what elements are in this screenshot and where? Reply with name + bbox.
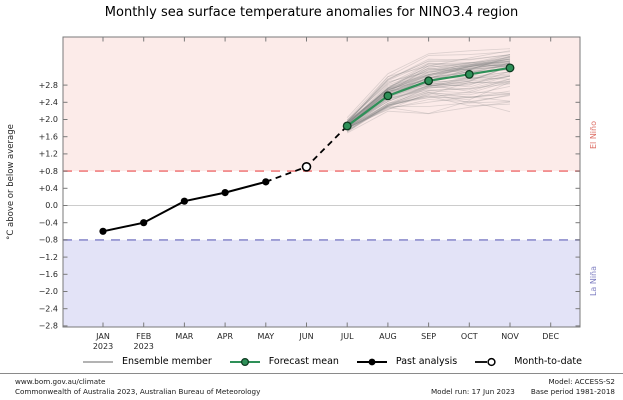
legend-item-ensemble: Ensemble member [82, 356, 212, 368]
past-legend-swatch [356, 358, 387, 365]
footer: www.bom.gov.au/climate Commonwealth of A… [0, 373, 623, 400]
legend-item-past: Past analysis [356, 356, 457, 368]
svg-text:APR: APR [217, 332, 233, 341]
el-nino-zone-label: El Niño [589, 121, 598, 149]
footer-model-run: Model run: 17 Jun 2023 [430, 387, 515, 397]
svg-text:2023: 2023 [93, 342, 113, 351]
ensemble-legend-swatch [83, 360, 113, 363]
chart-title: Monthly sea surface temperature anomalie… [104, 5, 519, 20]
footer-copyright: Commonwealth of Australia 2023, Australi… [15, 387, 261, 397]
la-nina-zone-label: La Niña [589, 266, 598, 296]
svg-text:+2.8: +2.8 [39, 81, 58, 90]
svg-text:MAR: MAR [175, 332, 193, 341]
svg-text:−2.4: −2.4 [39, 304, 58, 313]
legend-label-ensemble: Ensemble member [122, 356, 212, 367]
footer-url: www.bom.gov.au/climate [15, 377, 106, 386]
svg-text:MAY: MAY [257, 332, 274, 341]
month-to-date-marker [301, 162, 312, 172]
footer-model: Model: ACCESS-S2 [548, 377, 615, 386]
svg-text:+0.8: +0.8 [39, 167, 58, 176]
svg-text:SEP: SEP [421, 332, 436, 341]
svg-text:OCT: OCT [461, 332, 478, 341]
chart-legend: Ensemble member Forecast mean Past analysi… [0, 351, 623, 372]
el-nino-band [63, 37, 580, 172]
svg-text:2023: 2023 [134, 342, 154, 351]
svg-text:−2.0: −2.0 [39, 287, 58, 296]
la-nina-band [63, 239, 580, 327]
svg-text:DEC: DEC [542, 332, 559, 341]
nino34-anomaly-chart: +2.8 +2.4 +2.0 +1.6 +1.2 +0.8 +0.4 0.0 −0.4 −0.8 −… [6, 36, 598, 351]
mtd-legend-swatch [475, 357, 496, 366]
plot-border [62, 36, 581, 328]
svg-text:−1.6: −1.6 [39, 270, 58, 279]
svg-text:+2.4: +2.4 [39, 98, 58, 107]
svg-text:JUN: JUN [298, 332, 313, 341]
legend-item-mtd: Month-to-date [474, 356, 582, 368]
svg-text:+2.0: +2.0 [39, 115, 58, 124]
past-analysis-line [99, 178, 270, 235]
svg-text:JAN: JAN [95, 332, 110, 341]
svg-text:−0.8: −0.8 [39, 236, 58, 245]
svg-text:−1.2: −1.2 [39, 253, 58, 262]
forecast-legend-swatch [229, 357, 260, 366]
y-axis-title: °C above or below average [6, 124, 16, 240]
legend-label-forecast: Forecast mean [268, 356, 339, 367]
footer-base-period: Base period 1981-2018 [530, 387, 615, 397]
legend-item-forecast: Forecast mean [229, 356, 339, 368]
forecast-mean-line [342, 63, 515, 131]
svg-text:FEB: FEB [136, 332, 151, 341]
svg-text:JUL: JUL [340, 332, 354, 341]
svg-text:−2.8: −2.8 [39, 322, 58, 331]
svg-text:−0.4: −0.4 [39, 218, 58, 227]
svg-text:NOV: NOV [501, 332, 519, 341]
y-axis-ticks: +2.8 +2.4 +2.0 +1.6 +1.2 +0.8 +0.4 0.0 −0.4 −0.8 −… [39, 81, 580, 331]
footer-left: www.bom.gov.au/climate Commonwealth of A… [15, 377, 260, 400]
legend-label-past: Past analysis [395, 356, 458, 367]
svg-text:0.0: 0.0 [45, 201, 58, 210]
svg-text:+1.6: +1.6 [39, 132, 58, 141]
svg-text:AUG: AUG [379, 332, 397, 341]
svg-text:+1.2: +1.2 [39, 150, 58, 159]
footer-right: Model: ACCESS-S2 Model run: 17 Jun 2023 … [431, 377, 615, 400]
svg-text:+0.4: +0.4 [39, 184, 58, 193]
legend-label-mtd: Month-to-date [514, 356, 582, 367]
